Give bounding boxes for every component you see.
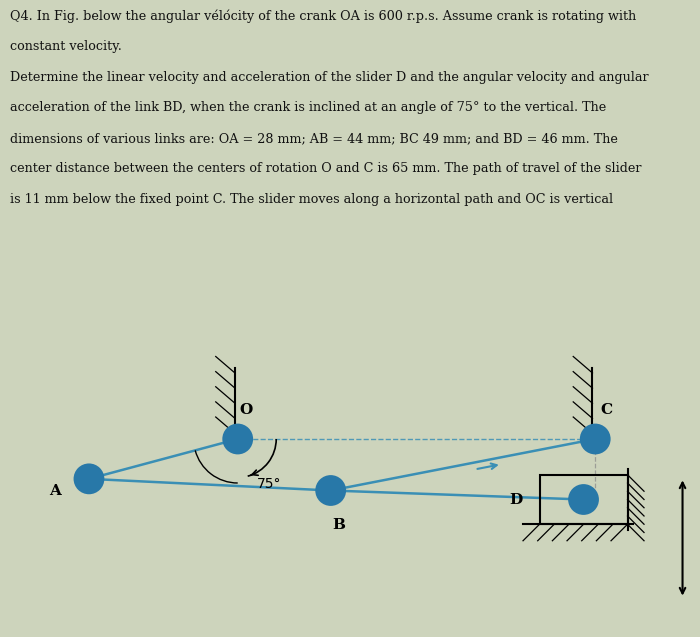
Text: B: B [332,518,345,532]
Circle shape [580,424,610,454]
Text: dimensions of various links are: OA = 28 mm; AB = 44 mm; BC 49 mm; and BD = 46 m: dimensions of various links are: OA = 28… [10,132,618,145]
Text: center distance between the centers of rotation O and C is 65 mm. The path of tr: center distance between the centers of r… [10,162,642,175]
Text: C: C [600,403,612,417]
Circle shape [568,484,599,515]
Circle shape [315,475,346,506]
Text: constant velocity.: constant velocity. [10,40,122,53]
Text: O: O [239,403,253,417]
Text: is 11 mm below the fixed point C. The slider moves along a horizontal path and O: is 11 mm below the fixed point C. The sl… [10,193,614,206]
Text: A: A [50,484,62,498]
Text: acceleration of the link BD, when the crank is inclined at an angle of 75° to th: acceleration of the link BD, when the cr… [10,101,607,114]
Text: 75°: 75° [257,478,281,492]
Circle shape [74,464,104,494]
Text: D: D [510,492,523,506]
Circle shape [223,424,253,454]
Bar [540,475,627,524]
Text: Q4. In Fig. below the angular vélócity of the crank OA is 600 r.p.s. Assume cr: Q4. In Fig. below the angular vélócity… [10,10,637,23]
Text: Determine the linear velocity and acceleration of the slider D and the angular v: Determine the linear velocity and accele… [10,71,649,83]
